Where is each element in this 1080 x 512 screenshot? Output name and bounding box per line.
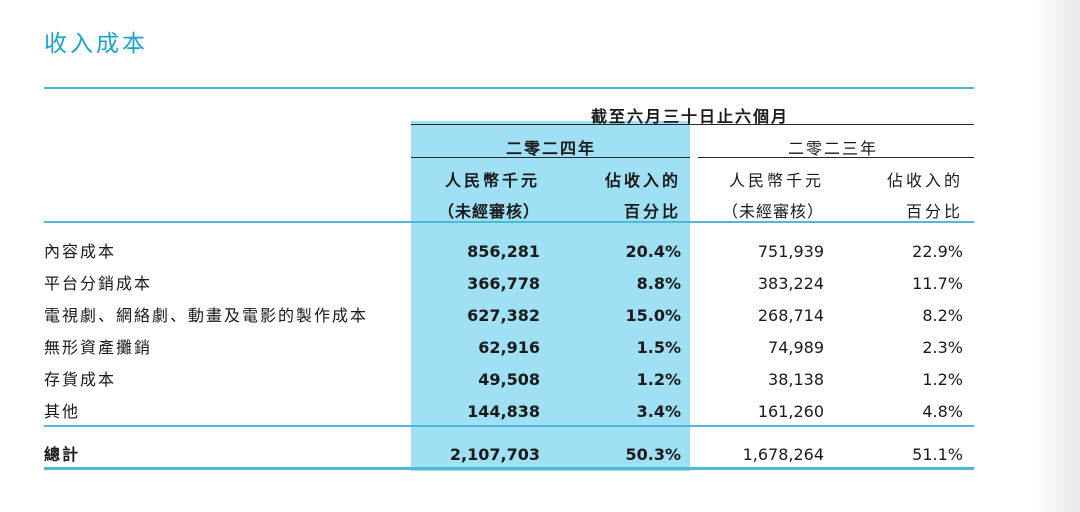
row-label: 電視劇、網絡劇、動畫及電影的製作成本 [44, 306, 369, 325]
current-year-header: 二零二四年 [506, 139, 597, 158]
prev-amount-cell: 74,989 [768, 338, 824, 357]
prev-amount-header: 人民幣千元 [728, 171, 824, 190]
header-rule [44, 221, 974, 223]
cur-pct-cell: 3.4% [636, 402, 681, 421]
cur-pct-subheader: 百分比 [623, 202, 681, 221]
row-label: 內容成本 [44, 242, 117, 261]
section-title: 收入成本 [44, 31, 148, 57]
cur-amount-cell: 144,838 [467, 402, 540, 421]
total-cur-amount: 2,107,703 [449, 445, 540, 464]
cur-pct-cell: 20.4% [625, 242, 681, 261]
prev-pct-cell: 8.2% [922, 306, 963, 325]
period-header: 截至六月三十日止六個月 [591, 107, 790, 126]
cur-amount-cell: 62,916 [478, 338, 540, 357]
cur-amount-cell: 856,281 [467, 242, 540, 261]
page-edge-shadow [1032, 0, 1080, 512]
prev-amount-cell: 268,714 [757, 306, 824, 325]
prior-year-underline [698, 157, 974, 158]
total-prev-pct: 51.1% [912, 445, 963, 464]
cur-pct-cell: 1.2% [636, 370, 681, 389]
cur-amount-cell: 49,508 [478, 370, 540, 389]
cur-amount-header: 人民幣千元 [444, 171, 540, 190]
bottom-rule [44, 467, 974, 470]
prev-amount-cell: 383,224 [757, 274, 824, 293]
row-label: 其他 [44, 402, 81, 421]
period-underline [411, 124, 974, 125]
cur-pct-cell: 1.5% [636, 338, 681, 357]
cur-pct-cell: 8.8% [636, 274, 681, 293]
prev-pct-header: 佔收入的 [886, 171, 963, 190]
prev-pct-cell: 2.3% [922, 338, 963, 357]
cur-amount-cell: 366,778 [467, 274, 540, 293]
current-year-underline [411, 157, 690, 158]
row-label: 平台分銷成本 [44, 274, 153, 293]
row-label: 存貨成本 [44, 370, 117, 389]
prev-amount-cell: 751,939 [757, 242, 824, 261]
prev-pct-cell: 11.7% [912, 274, 963, 293]
total-prev-amount: 1,678,264 [742, 445, 824, 464]
prev-pct-subheader: 百分比 [905, 202, 963, 221]
prev-pct-cell: 1.2% [922, 370, 963, 389]
prev-amount-cell: 161,260 [757, 402, 824, 421]
prev-amount-cell: 38,138 [768, 370, 824, 389]
prior-year-header: 二零二三年 [788, 139, 879, 158]
cur-amount-cell: 627,382 [467, 306, 540, 325]
prev-pct-cell: 4.8% [922, 402, 963, 421]
row-label: 無形資產攤銷 [44, 338, 153, 357]
cur-amount-subheader: （未經審核） [437, 202, 540, 221]
cur-pct-cell: 15.0% [625, 306, 681, 325]
prev-amount-subheader: （未經審核） [721, 202, 824, 221]
total-label: 總計 [44, 445, 81, 464]
cur-pct-header: 佔收入的 [604, 171, 681, 190]
prev-pct-cell: 22.9% [912, 242, 963, 261]
top-rule [44, 87, 974, 89]
total-top-rule [44, 425, 974, 427]
total-cur-pct: 50.3% [625, 445, 681, 464]
current-year-highlight [411, 121, 690, 471]
